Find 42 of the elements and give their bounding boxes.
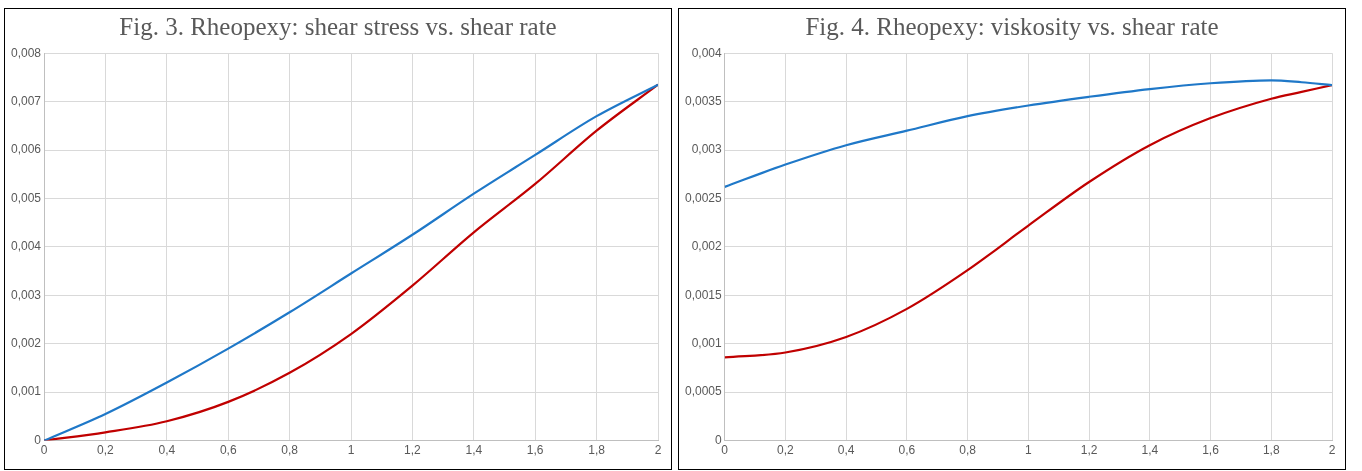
x-tick-label: 1	[347, 443, 355, 458]
x-tick-label: 0,4	[837, 443, 855, 458]
y-tick-label: 0,004	[691, 45, 723, 60]
y-tick-label: 0,0015	[685, 287, 723, 302]
x-tick-label: 0,4	[158, 443, 176, 458]
x-tick-label: 2	[1328, 443, 1336, 458]
x-tick-label: 0,8	[281, 443, 299, 458]
y-tick-label: 0,006	[11, 142, 42, 157]
y-tick-label: 0,001	[11, 384, 42, 399]
x-tick-label: 2	[654, 443, 662, 458]
x-tick-label: 0,2	[777, 443, 795, 458]
x-tick-label: 0,6	[898, 443, 916, 458]
x-tick-label: 1	[1025, 443, 1033, 458]
x-tick-label: 1,2	[404, 443, 422, 458]
y-tick-label: 0,005	[11, 190, 42, 205]
y-tick-label: 0,004	[11, 239, 42, 254]
x-tick-label: 0,2	[97, 443, 115, 458]
line-series	[724, 79, 1332, 188]
x-tick-label: 0,8	[959, 443, 977, 458]
y-tick-label: 0,007	[11, 93, 42, 108]
y-tick-label: 0,0035	[685, 93, 723, 108]
y-tick-label: 0,0025	[685, 190, 723, 205]
chart-title: Fig. 4. Rheopexy: viskosity vs. shear rate	[805, 13, 1219, 41]
y-tick-label: 0	[34, 432, 42, 447]
x-tick-label: 1,8	[1262, 443, 1280, 458]
line-series	[724, 84, 1332, 359]
x-tick-label: 1,6	[526, 443, 544, 458]
x-tick-label: 1,4	[1141, 443, 1159, 458]
y-tick-label: 0	[715, 432, 723, 447]
x-tick-label: 1,2	[1080, 443, 1098, 458]
x-tick-label: 1,8	[588, 443, 606, 458]
x-tick-label: 1,6	[1202, 443, 1220, 458]
x-tick-label: 1,4	[465, 443, 483, 458]
y-tick-label: 0,002	[11, 336, 42, 351]
x-tick-label: 0,6	[219, 443, 237, 458]
y-tick-label: 0,003	[691, 142, 723, 157]
chart-title: Fig. 3. Rheopexy: shear stress vs. shear rate	[119, 13, 557, 41]
y-tick-label: 0,002	[691, 239, 723, 254]
y-tick-label: 0,008	[11, 45, 42, 60]
y-tick-label: 0,001	[691, 336, 723, 351]
y-tick-label: 0,003	[11, 287, 42, 302]
y-tick-label: 0,0005	[685, 384, 723, 399]
